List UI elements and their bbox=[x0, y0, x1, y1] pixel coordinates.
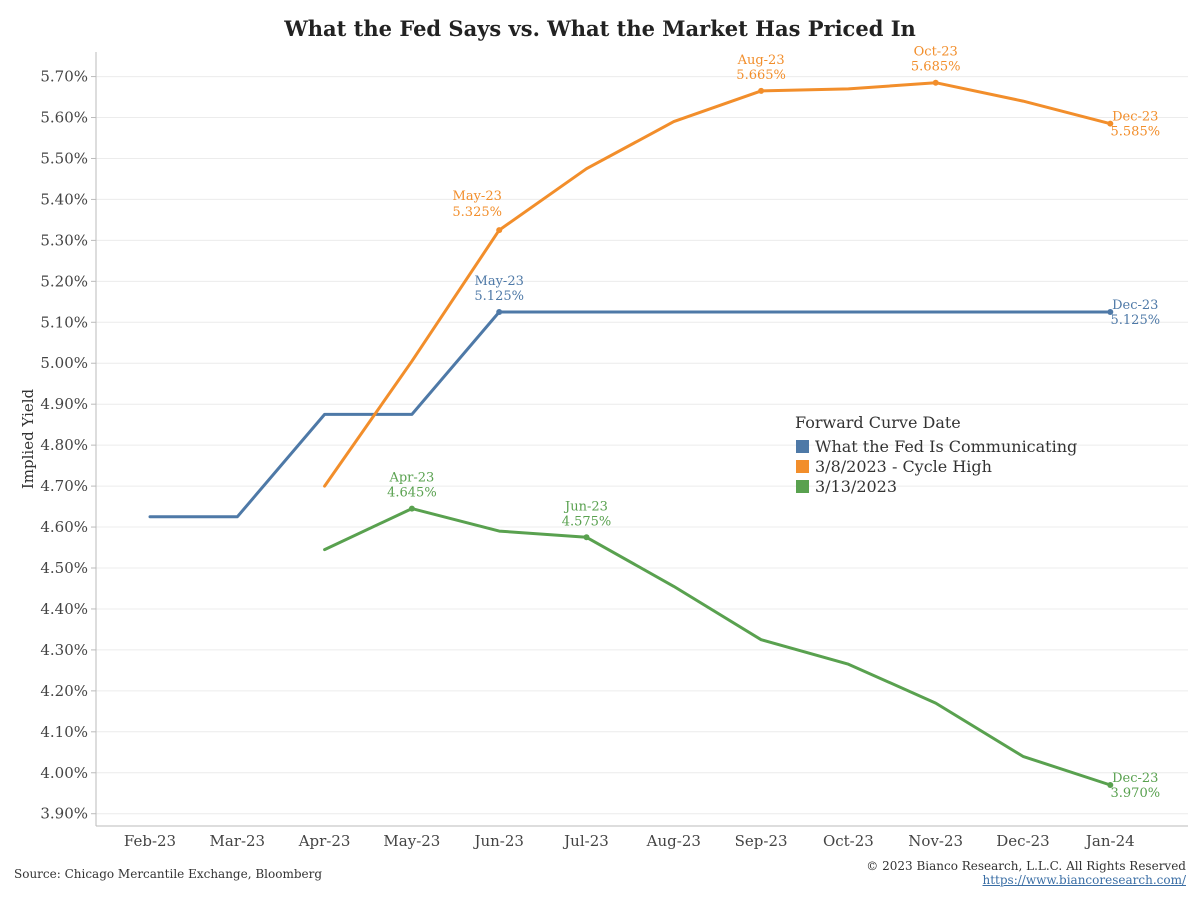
y-tick-label: 4.70% bbox=[40, 477, 88, 495]
y-tick-label: 4.10% bbox=[40, 723, 88, 741]
y-tick-label: 4.00% bbox=[40, 764, 88, 782]
y-tick-label: 4.40% bbox=[40, 600, 88, 618]
y-tick-label: 4.20% bbox=[40, 682, 88, 700]
data-point bbox=[496, 227, 503, 234]
data-label: Dec-23 bbox=[1112, 110, 1158, 125]
data-label: Jun-23 bbox=[563, 499, 608, 514]
data-label: May-23 bbox=[475, 274, 524, 289]
y-tick-label: 4.30% bbox=[40, 641, 88, 659]
y-tick-label: 4.80% bbox=[40, 436, 88, 454]
series-line-0 bbox=[148, 310, 1112, 519]
legend-swatch bbox=[796, 440, 809, 453]
y-tick-label: 4.50% bbox=[40, 559, 88, 577]
y-tick-label: 5.60% bbox=[40, 109, 88, 127]
data-label: 5.685% bbox=[911, 60, 961, 75]
legend: Forward Curve Date What the Fed Is Commun… bbox=[795, 413, 1077, 496]
data-label: 4.575% bbox=[562, 514, 612, 529]
legend-swatch bbox=[796, 480, 809, 493]
y-tick-label: 5.20% bbox=[40, 272, 88, 290]
data-point bbox=[1107, 309, 1114, 316]
x-tick-label: Nov-23 bbox=[908, 832, 963, 850]
y-tick-label: 4.90% bbox=[40, 395, 88, 413]
y-tick-label: 5.50% bbox=[40, 149, 88, 167]
series-line-1 bbox=[323, 81, 1112, 488]
y-axis-label: Implied Yield bbox=[19, 388, 37, 489]
y-tick-label: 5.40% bbox=[40, 190, 88, 208]
data-point bbox=[1107, 782, 1114, 789]
data-label: May-23 bbox=[453, 189, 502, 204]
data-label: 5.125% bbox=[1111, 313, 1161, 328]
data-label: Oct-23 bbox=[914, 45, 958, 60]
data-annotations: May-235.125%Dec-235.125%May-235.325%Aug-… bbox=[387, 45, 1160, 801]
x-tick-label: Dec-23 bbox=[996, 832, 1049, 850]
data-point bbox=[583, 534, 590, 541]
legend-entry: 3/8/2023 - Cycle High bbox=[815, 457, 992, 476]
legend-entry: 3/13/2023 bbox=[815, 477, 897, 496]
y-tick-label: 5.00% bbox=[40, 354, 88, 372]
legend-title: Forward Curve Date bbox=[795, 413, 961, 432]
chart-title: What the Fed Says vs. What the Market Ha… bbox=[284, 16, 916, 41]
x-tick-label: Jan-24 bbox=[1084, 832, 1135, 850]
series-lines bbox=[148, 81, 1112, 787]
x-tick-label: Jul-23 bbox=[562, 832, 609, 850]
data-label: 3.970% bbox=[1111, 786, 1161, 801]
data-point bbox=[758, 87, 765, 94]
data-label: Aug-23 bbox=[737, 53, 785, 68]
y-tick-label: 3.90% bbox=[40, 805, 88, 823]
copyright-block: © 2023 Bianco Research, L.L.C. All Right… bbox=[866, 859, 1186, 887]
series-line-2 bbox=[323, 507, 1112, 787]
x-tick-label: Sep-23 bbox=[735, 832, 788, 850]
data-point bbox=[496, 309, 503, 316]
data-label: Dec-23 bbox=[1112, 298, 1158, 313]
copyright-text: © 2023 Bianco Research, L.L.C. All Right… bbox=[866, 859, 1186, 873]
x-tick-label: May-23 bbox=[383, 832, 440, 850]
y-tick-label: 4.60% bbox=[40, 518, 88, 536]
axes: 3.90% 4.00% 4.10% 4.20% 4.30% 4.40% 4.50% 4.60%… bbox=[19, 52, 1188, 850]
data-label: 5.585% bbox=[1111, 125, 1161, 140]
data-point bbox=[932, 79, 939, 86]
x-tick-label: Aug-23 bbox=[646, 832, 701, 850]
gridlines bbox=[96, 76, 1188, 815]
data-label: Apr-23 bbox=[388, 471, 434, 486]
legend-swatch bbox=[796, 460, 809, 473]
legend-entry: What the Fed Is Communicating bbox=[815, 437, 1077, 456]
x-tick-label: Jun-23 bbox=[472, 832, 524, 850]
x-tick-label: Oct-23 bbox=[823, 832, 874, 850]
data-point bbox=[408, 505, 415, 512]
x-tick-label: Apr-23 bbox=[298, 832, 351, 850]
data-label: 5.325% bbox=[452, 205, 502, 220]
y-tick-label: 5.10% bbox=[40, 313, 88, 331]
y-tick-label: 5.30% bbox=[40, 231, 88, 249]
y-tick-label: 5.70% bbox=[40, 68, 88, 86]
website-link[interactable]: https://www.biancoresearch.com/ bbox=[982, 873, 1186, 887]
x-tick-label: Feb-23 bbox=[124, 832, 176, 850]
data-label: Dec-23 bbox=[1112, 771, 1158, 786]
data-label: 5.125% bbox=[474, 289, 524, 304]
x-tick-label: Mar-23 bbox=[209, 832, 265, 850]
data-label: 5.665% bbox=[736, 68, 786, 83]
data-point bbox=[1107, 120, 1114, 127]
source-note: Source: Chicago Mercantile Exchange, Blo… bbox=[14, 867, 323, 881]
data-label: 4.645% bbox=[387, 486, 437, 501]
